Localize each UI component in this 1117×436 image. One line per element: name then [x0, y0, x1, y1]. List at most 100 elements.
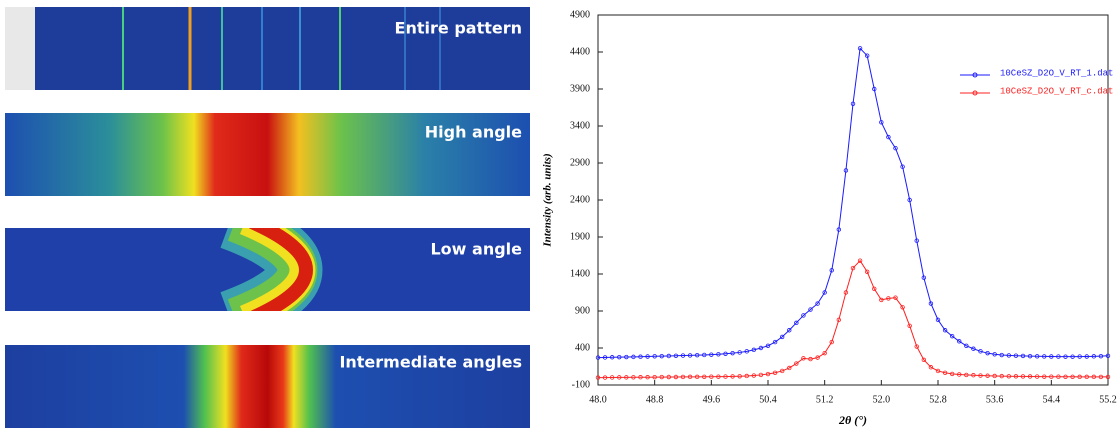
point [857, 46, 863, 51]
point [822, 290, 827, 295]
point [702, 374, 707, 379]
point [815, 355, 820, 360]
point [758, 345, 764, 351]
point [900, 164, 905, 169]
point [794, 320, 799, 326]
point [709, 352, 714, 357]
point [1013, 353, 1019, 358]
point [645, 375, 650, 380]
x-tick-label: 49.6 [703, 394, 721, 405]
x-tick-label: 50.4 [759, 394, 777, 405]
point [609, 375, 615, 380]
point [1084, 374, 1089, 380]
point [723, 351, 728, 356]
point [893, 145, 898, 151]
point [595, 355, 601, 360]
point [617, 375, 622, 380]
point [779, 368, 785, 374]
point [659, 374, 664, 380]
point [978, 373, 983, 378]
point [694, 374, 700, 380]
point [787, 328, 792, 333]
point [631, 375, 636, 380]
point [928, 301, 934, 306]
point [694, 352, 700, 358]
point [723, 374, 728, 379]
x-tick-label: 51.2 [816, 394, 834, 405]
point [1006, 353, 1012, 358]
point [1098, 353, 1104, 359]
point [787, 365, 792, 371]
point [850, 101, 856, 106]
panel-entire [5, 7, 530, 90]
point [765, 343, 771, 348]
point [1042, 354, 1047, 359]
point [1070, 374, 1075, 379]
point [850, 265, 856, 271]
point [1063, 354, 1068, 359]
point [872, 86, 877, 92]
point [942, 370, 948, 375]
point [716, 374, 721, 379]
point [907, 323, 912, 328]
panel-intermediate [5, 345, 530, 428]
point [758, 372, 764, 378]
arc [220, 228, 323, 311]
point [907, 197, 912, 203]
point [829, 268, 834, 273]
panel-high [5, 113, 530, 196]
point [1027, 374, 1033, 379]
point [964, 343, 969, 348]
point [949, 333, 955, 339]
point [1020, 353, 1026, 359]
legend-marker [972, 90, 978, 96]
point [673, 374, 679, 380]
legend-label: 10CeSZ_D2O_V_RT_c.dat [1000, 86, 1113, 96]
point [857, 258, 863, 263]
point [624, 375, 629, 380]
point [808, 307, 813, 312]
point [900, 305, 905, 310]
point [1034, 354, 1040, 359]
point [879, 297, 884, 303]
point [935, 317, 941, 323]
point [730, 374, 735, 379]
point [1063, 374, 1068, 379]
point [638, 375, 643, 380]
point [680, 374, 686, 380]
point [1098, 374, 1104, 380]
panel-label: Entire pattern [395, 19, 522, 38]
point [949, 371, 955, 377]
y-tick-label: -100 [572, 379, 590, 390]
panel-label: Intermediate angles [339, 353, 522, 372]
point [652, 354, 657, 359]
y-tick-label: 1900 [570, 231, 590, 242]
point [1049, 354, 1054, 359]
point [999, 352, 1004, 358]
point [1077, 374, 1082, 380]
legend-marker [972, 72, 978, 78]
point [772, 370, 778, 375]
panel-edge [5, 7, 35, 90]
point [971, 373, 976, 378]
point [744, 373, 749, 379]
detector-panels: Entire pattern High angle Low angle Inte… [5, 7, 530, 428]
point [709, 374, 714, 379]
x-tick-label: 52.8 [929, 394, 947, 405]
point [744, 349, 749, 354]
point [843, 168, 849, 173]
point [801, 356, 806, 361]
point [1056, 374, 1061, 379]
point [886, 134, 891, 140]
point [801, 313, 806, 318]
panel-label: Low angle [430, 240, 522, 259]
point [992, 373, 997, 379]
y-tick-label: 3900 [570, 83, 590, 94]
point [794, 361, 799, 366]
point [893, 295, 898, 300]
x-tick-label: 48.0 [589, 394, 607, 405]
point [687, 374, 693, 380]
point [765, 371, 771, 377]
point [957, 339, 962, 344]
